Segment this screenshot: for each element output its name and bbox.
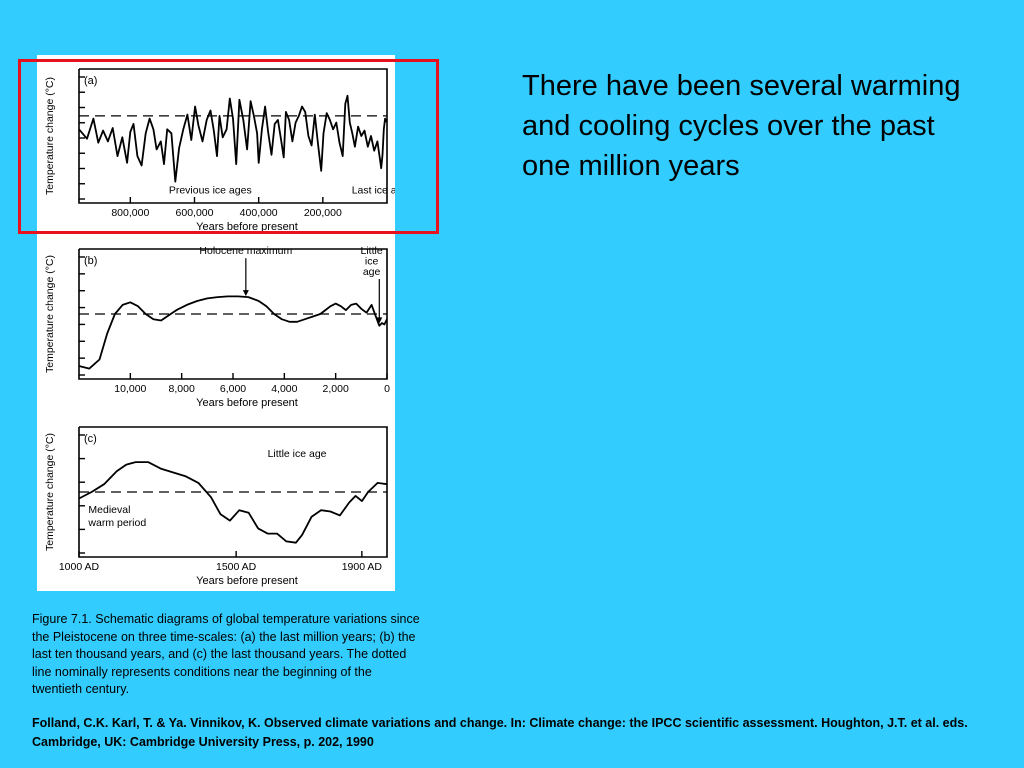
y-axis-label: Temperature change (°C) xyxy=(44,433,56,551)
annotation-label: Little ice age xyxy=(268,448,327,460)
panel-label: (c) xyxy=(84,433,97,445)
temperature-series-line xyxy=(78,461,388,544)
panel-label: (a) xyxy=(84,75,97,87)
annotation-label: Medieval xyxy=(88,504,130,516)
temperature-series-line xyxy=(78,295,388,370)
annotation-label: ice xyxy=(365,256,379,268)
x-axis-label: Years before present xyxy=(196,397,298,409)
temperature-series-line xyxy=(78,94,388,183)
figure-caption: Figure 7.1. Schematic diagrams of global… xyxy=(32,612,420,696)
annotation-label: age xyxy=(363,266,381,278)
x-tick-label: 200,000 xyxy=(304,207,342,219)
x-tick-label: 400,000 xyxy=(240,207,278,219)
annotation-label: Previous ice ages xyxy=(169,185,252,197)
panel-label: (b) xyxy=(84,255,97,267)
arrow-head xyxy=(376,317,383,324)
x-tick-label: 1500 AD xyxy=(216,561,257,573)
annotation-label: Holocene maximum xyxy=(199,245,292,257)
citation: Folland, C.K. Karl, T. & Ya. Vinnikov, K… xyxy=(32,716,968,749)
x-axis-label: Years before present xyxy=(196,575,298,587)
annotation-label: warm period xyxy=(87,517,146,529)
x-tick-label: 0 xyxy=(384,383,390,395)
annotation-label: Little xyxy=(361,245,383,257)
temperature-charts: 800,000 600,000 400,000 200,000 (a) Years bef… xyxy=(44,68,395,587)
x-tick-label: 10,000 xyxy=(114,383,146,395)
y-axis-label: Temperature change (°C) xyxy=(44,255,56,373)
x-axis-label: Years before present xyxy=(196,221,298,233)
figure: 800,000 600,000 400,000 200,000 (a) Years bef… xyxy=(37,55,395,591)
chart-frame-2 xyxy=(78,426,388,558)
x-tick-label: 600,000 xyxy=(176,207,214,219)
x-tick-label: 6,000 xyxy=(220,383,246,395)
annotation-label: Last ice age xyxy=(352,185,395,197)
highlight-box xyxy=(18,59,439,234)
x-tick-label: 2,000 xyxy=(323,383,349,395)
x-tick-label: 800,000 xyxy=(111,207,149,219)
chart-frame-0 xyxy=(78,68,388,204)
arrow-head xyxy=(242,290,249,297)
x-tick-label: 1900 AD xyxy=(342,561,383,573)
x-tick-label: 8,000 xyxy=(169,383,195,395)
x-tick-label: 4,000 xyxy=(271,383,297,395)
slide-text: There have been several warming and cool… xyxy=(522,70,961,182)
x-tick-label: 1000 AD xyxy=(59,561,100,573)
y-axis-label: Temperature change (°C) xyxy=(44,77,56,195)
